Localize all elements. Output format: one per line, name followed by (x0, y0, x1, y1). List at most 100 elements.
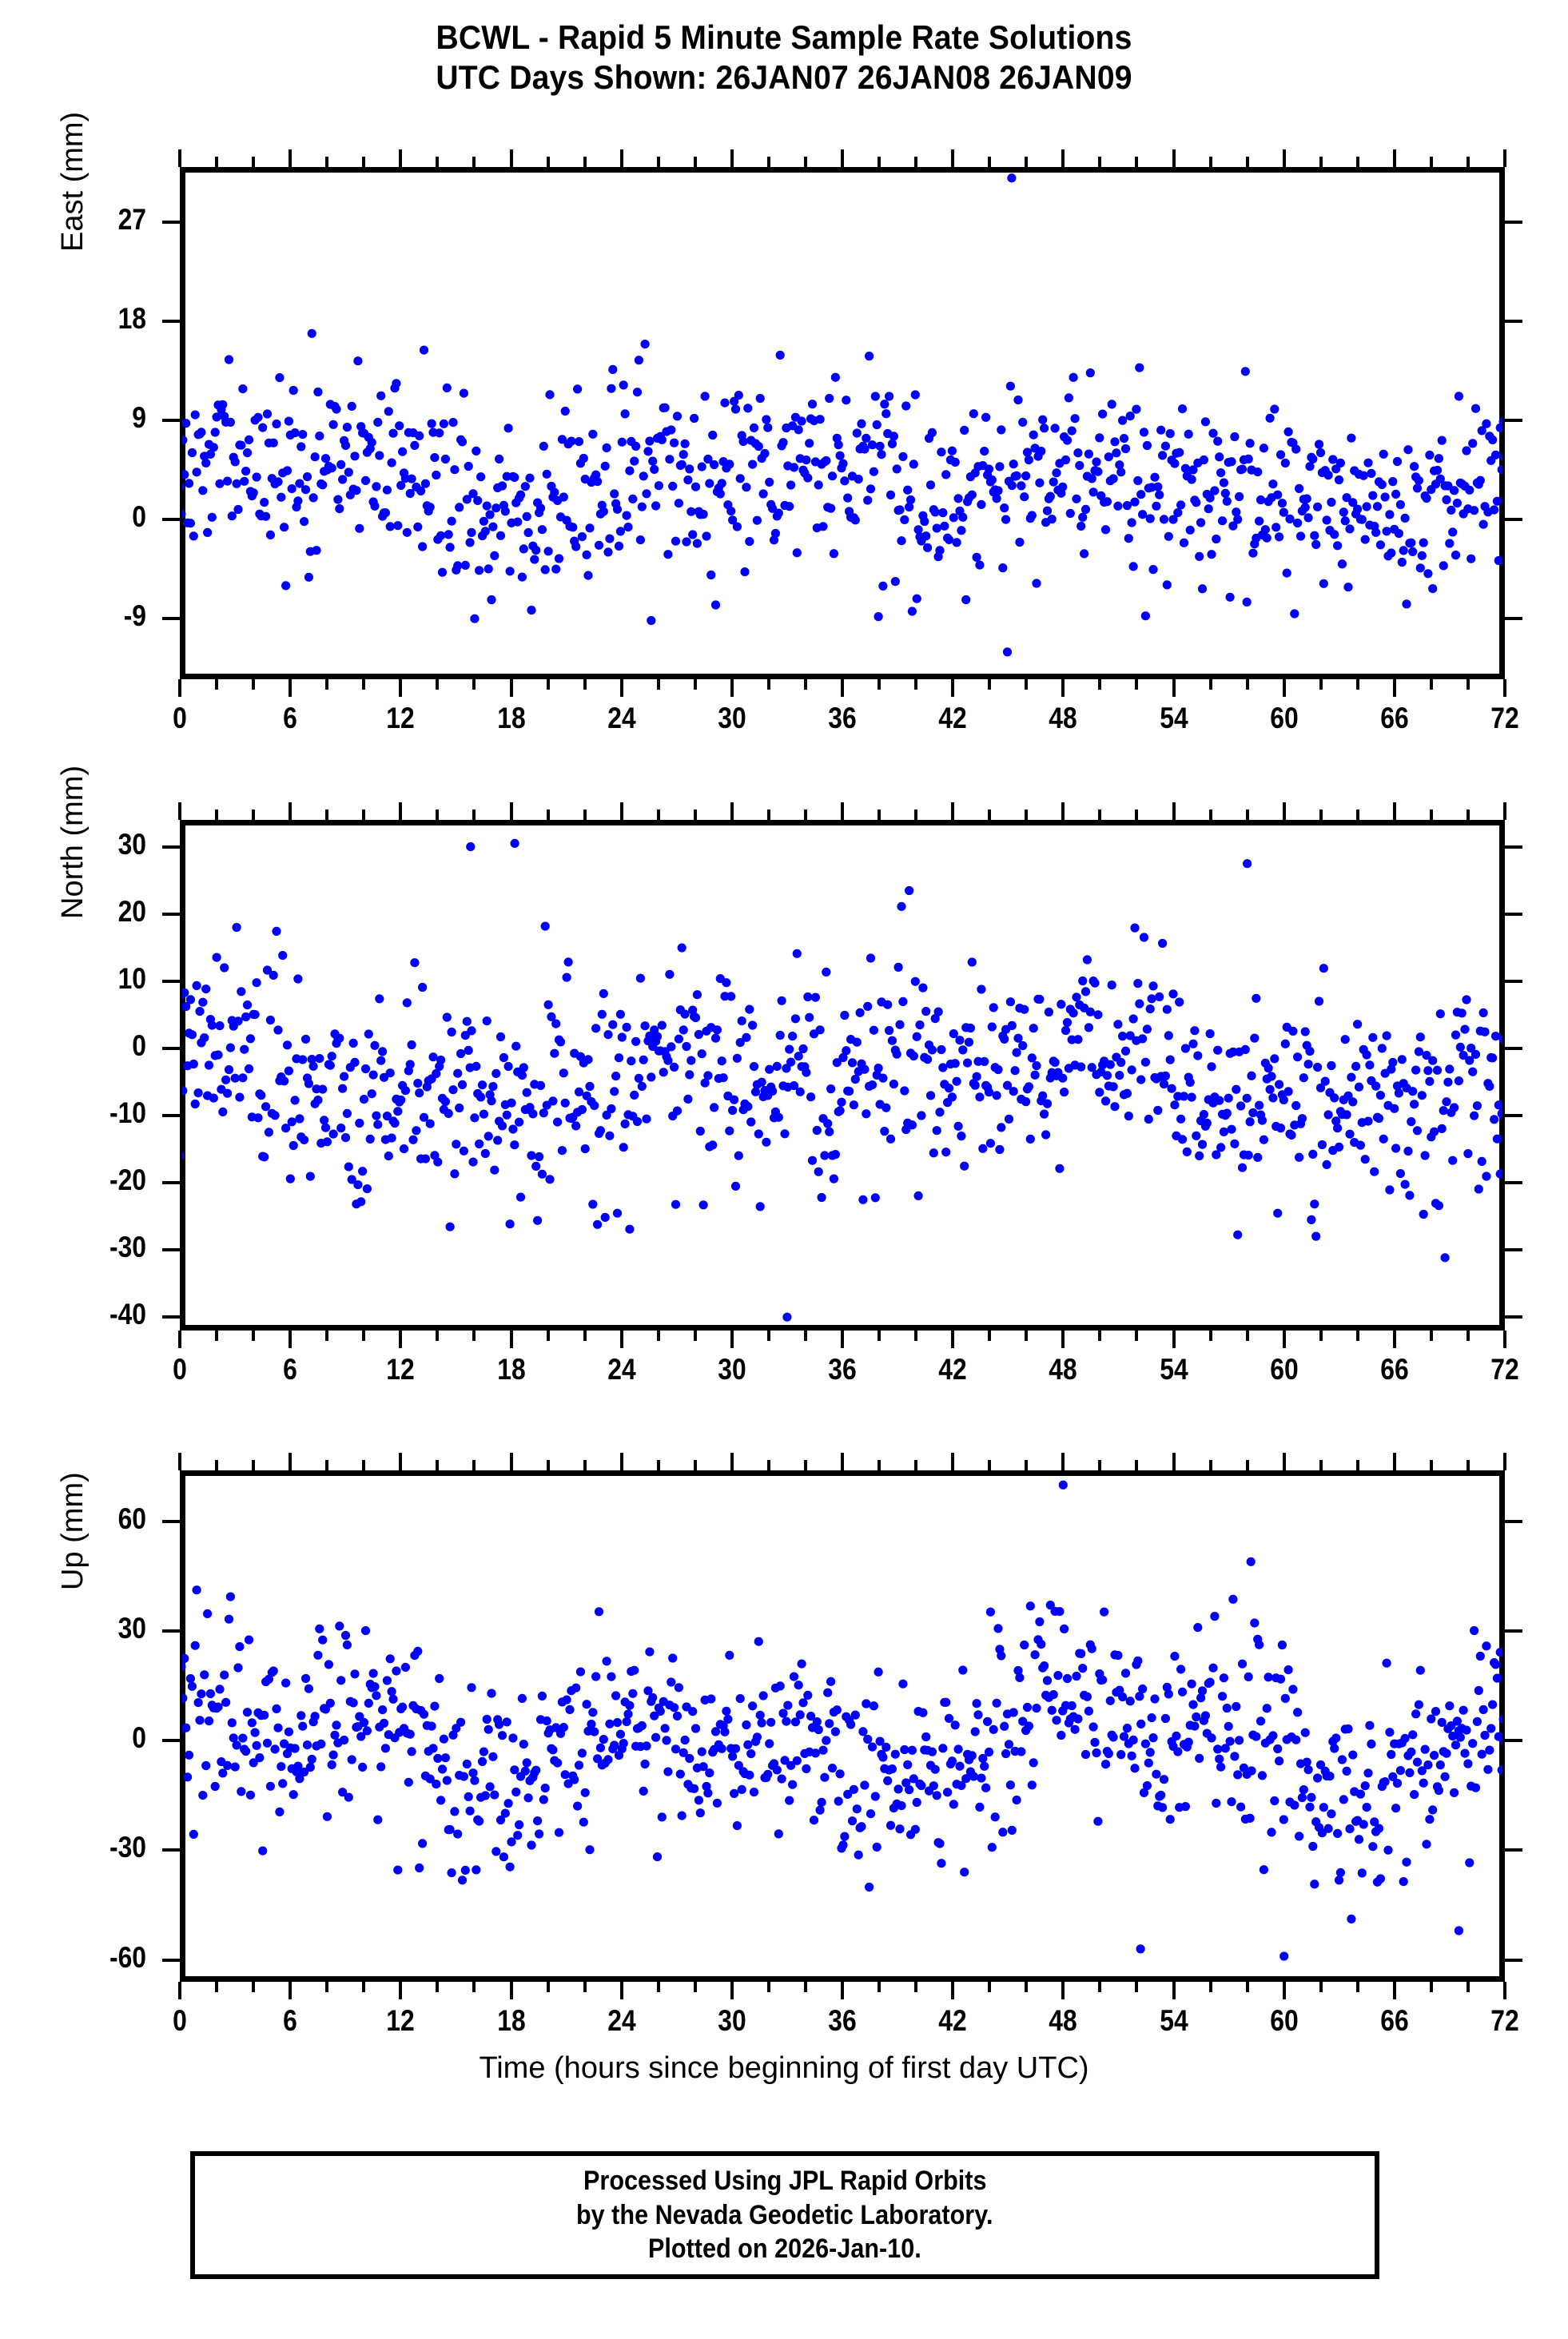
x-tick-label: 72 (1490, 1353, 1519, 1386)
x-tick-bottom (878, 679, 881, 690)
x-tick-bottom (914, 679, 917, 690)
x-tick-label: 12 (386, 2004, 416, 2037)
x-tick-bottom (1135, 1982, 1138, 1992)
y-tick-right (1505, 845, 1522, 849)
x-tick-bottom (325, 1982, 328, 1992)
x-tick-top (362, 157, 365, 167)
x-tick-top (1172, 802, 1176, 820)
x-tick-top (1283, 802, 1286, 820)
x-tick-top (1430, 1460, 1433, 1470)
x-tick-bottom (1098, 1331, 1101, 1341)
x-tick-top (730, 149, 734, 167)
x-tick-bottom (436, 1982, 439, 1992)
x-tick-top (620, 1453, 623, 1470)
y-tick-right (1505, 617, 1522, 620)
x-tick-top (362, 1460, 365, 1470)
x-tick-top (1430, 810, 1433, 820)
y-tick-right (1505, 1047, 1522, 1050)
x-tick-top (1283, 1453, 1286, 1470)
x-tick-top (1209, 810, 1212, 820)
x-tick-bottom (1098, 1982, 1101, 1992)
x-tick-bottom (1393, 1982, 1396, 1999)
x-tick-bottom (657, 1982, 660, 1992)
x-tick-bottom (804, 1982, 807, 1992)
x-tick-bottom (289, 679, 292, 697)
x-tick-top (1061, 1453, 1065, 1470)
y-tick-label: -40 (109, 1298, 146, 1331)
x-tick-top (1393, 149, 1396, 167)
y-tick-right (1505, 1848, 1522, 1852)
x-tick-top (1467, 810, 1470, 820)
x-tick-top (325, 810, 328, 820)
x-tick-top (767, 157, 770, 167)
x-tick-top (1319, 157, 1323, 167)
x-tick-bottom (399, 1331, 402, 1348)
x-tick-label: 30 (718, 702, 746, 734)
y-tick-label: -60 (109, 1941, 146, 1974)
x-tick-bottom (289, 1331, 292, 1348)
x-tick-bottom (1467, 1982, 1470, 1992)
x-tick-bottom (730, 1331, 734, 1348)
x-tick-top (215, 157, 218, 167)
x-tick-bottom (1246, 1331, 1249, 1341)
x-tick-top (399, 149, 402, 167)
x-tick-top (1467, 157, 1470, 167)
x-tick-top (547, 1460, 550, 1470)
x-tick-bottom (547, 1331, 550, 1341)
x-tick-bottom (510, 1982, 513, 1999)
x-tick-bottom (1393, 1331, 1396, 1348)
footer-credit-box: Processed Using JPL Rapid Orbits by the … (190, 2151, 1379, 2279)
x-tick-top (436, 157, 439, 167)
x-tick-bottom (436, 679, 439, 690)
x-tick-label: 48 (1049, 2004, 1078, 2037)
x-tick-label: 60 (1269, 2004, 1299, 2037)
x-tick-bottom (804, 1331, 807, 1341)
x-tick-bottom (325, 1331, 328, 1341)
x-tick-bottom (1467, 1331, 1470, 1341)
x-tick-bottom (1393, 679, 1396, 697)
x-tick-top (289, 802, 292, 820)
x-tick-top (1246, 1460, 1249, 1470)
x-tick-top (583, 810, 587, 820)
x-tick-top (914, 810, 917, 820)
x-tick-label: 48 (1049, 1353, 1078, 1386)
x-tick-bottom (1061, 1982, 1065, 1999)
x-tick-top (951, 149, 954, 167)
x-tick-top (1172, 1453, 1176, 1470)
x-tick-top (1319, 810, 1323, 820)
x-tick-top (620, 802, 623, 820)
x-tick-bottom (1246, 1982, 1249, 1992)
x-tick-top (841, 802, 844, 820)
y-tick-right (1505, 913, 1522, 916)
x-tick-label: 0 (173, 1353, 187, 1386)
y-tick-left (162, 1629, 180, 1633)
y-tick-left (162, 1739, 180, 1742)
x-tick-bottom (767, 1331, 770, 1341)
x-tick-top (510, 149, 513, 167)
y-tick-label: -10 (109, 1096, 146, 1129)
x-tick-bottom (694, 1982, 697, 1992)
x-tick-bottom (1025, 1982, 1028, 1992)
x-tick-top (252, 1460, 255, 1470)
x-tick-bottom (951, 1331, 954, 1348)
x-tick-bottom (1283, 1982, 1286, 1999)
x-tick-label: 18 (496, 702, 526, 734)
x-tick-label: 6 (283, 1353, 297, 1386)
x-tick-label: 54 (1159, 702, 1188, 734)
x-tick-top (547, 810, 550, 820)
x-tick-bottom (472, 1331, 476, 1341)
x-tick-top (1246, 810, 1249, 820)
footer-line-2: by the Nevada Geodetic Laboratory. (576, 2199, 993, 2230)
x-tick-bottom (730, 1982, 734, 1999)
y-tick-right (1505, 1114, 1522, 1117)
x-tick-bottom (1283, 1331, 1286, 1348)
y-tick-left (162, 1848, 180, 1852)
y-tick-label: -30 (109, 1231, 146, 1263)
x-tick-top (767, 1460, 770, 1470)
x-tick-bottom (1061, 679, 1065, 697)
x-tick-bottom (878, 1982, 881, 1992)
x-tick-bottom (1061, 1331, 1065, 1348)
x-tick-top (1209, 1460, 1212, 1470)
x-tick-top (289, 149, 292, 167)
